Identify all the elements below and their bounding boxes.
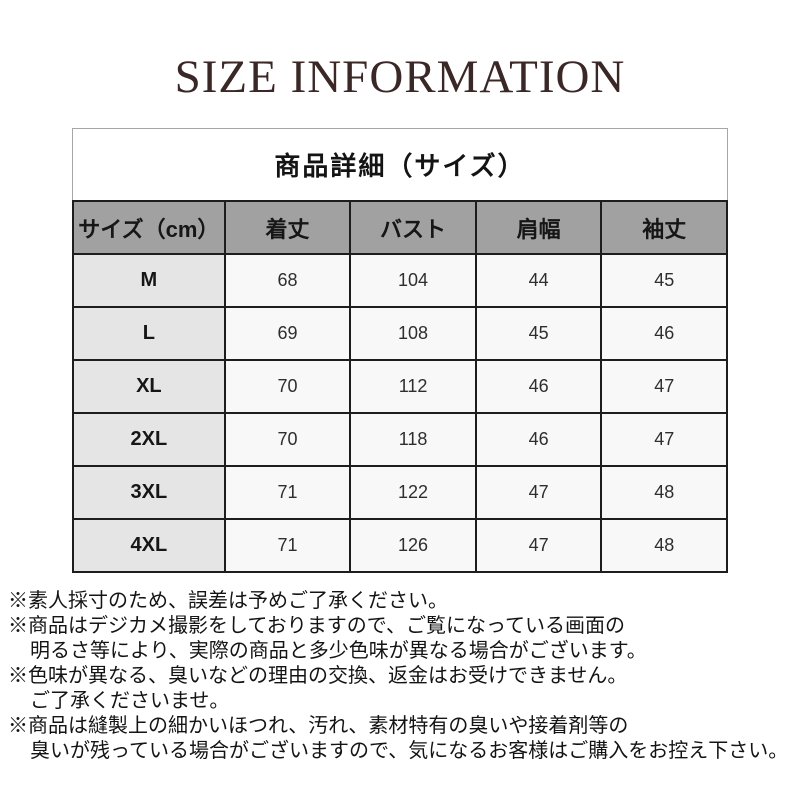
value-cell: 122 <box>349 465 477 521</box>
table-header-row: サイズ（cm） 着丈 バスト 肩幅 袖丈 <box>72 200 728 256</box>
column-header-sleeve: 袖丈 <box>600 200 728 256</box>
table-row: L 69 108 45 46 <box>72 306 728 362</box>
note-line: ※素人採寸のため、誤差は予めご了承ください。 <box>8 590 448 613</box>
size-cell: 4XL <box>72 518 226 574</box>
column-header-shoulder: 肩幅 <box>474 200 603 256</box>
disclaimer-notes: ※素人採寸のため、誤差は予めご了承ください。 ※商品はデジカメ撮影をしております… <box>8 589 796 764</box>
page-title: SIZE INFORMATION <box>174 51 626 103</box>
value-cell: 126 <box>349 518 477 574</box>
size-cell: 3XL <box>72 465 226 521</box>
table-caption: 商品詳細（サイズ） <box>72 128 728 201</box>
value-cell: 68 <box>223 253 352 309</box>
value-cell: 104 <box>349 253 477 309</box>
value-cell: 71 <box>223 465 352 521</box>
size-table-section: 商品詳細（サイズ） サイズ（cm） 着丈 バスト 肩幅 袖丈 M 68 104 … <box>72 128 728 574</box>
value-cell: 69 <box>223 306 352 362</box>
note-line: ※商品は縫製上の細かいほつれ、汚れ、素材特有の臭いや接着剤等の <box>8 715 629 738</box>
value-cell: 47 <box>474 465 603 521</box>
note-line: ご了承くださいませ。 <box>30 690 230 713</box>
note-line: 明るさ等により、実際の商品と多少色味が異なる場合がございます。 <box>30 640 647 663</box>
value-cell: 70 <box>223 412 352 468</box>
value-cell: 46 <box>600 306 728 362</box>
column-header-length: 着丈 <box>223 200 352 256</box>
value-cell: 46 <box>474 412 603 468</box>
column-header-size: サイズ（cm） <box>72 200 226 256</box>
value-cell: 45 <box>600 253 728 309</box>
table-row: M 68 104 44 45 <box>72 253 728 309</box>
table-row: 3XL 71 122 47 48 <box>72 465 728 521</box>
value-cell: 47 <box>600 359 728 415</box>
size-cell: XL <box>72 359 226 415</box>
value-cell: 47 <box>474 518 603 574</box>
value-cell: 71 <box>223 518 352 574</box>
value-cell: 118 <box>349 412 477 468</box>
value-cell: 48 <box>600 518 728 574</box>
value-cell: 48 <box>600 465 728 521</box>
value-cell: 46 <box>474 359 603 415</box>
value-cell: 47 <box>600 412 728 468</box>
value-cell: 70 <box>223 359 352 415</box>
size-table: サイズ（cm） 着丈 バスト 肩幅 袖丈 M 68 104 44 45 L 69… <box>72 200 728 574</box>
size-cell: L <box>72 306 226 362</box>
table-row: XL 70 112 46 47 <box>72 359 728 415</box>
note-line: ※商品はデジカメ撮影をしておりますので、ご覧になっている画面の <box>8 615 625 638</box>
size-cell: M <box>72 253 226 309</box>
value-cell: 108 <box>349 306 477 362</box>
value-cell: 112 <box>349 359 477 415</box>
value-cell: 45 <box>474 306 603 362</box>
table-row: 2XL 70 118 46 47 <box>72 412 728 468</box>
table-row: 4XL 71 126 47 48 <box>72 518 728 574</box>
note-line: 臭いが残っている場合がございますので、気になるお客様はご購入をお控え下さい。 <box>30 740 789 763</box>
column-header-bust: バスト <box>349 200 477 256</box>
value-cell: 44 <box>474 253 603 309</box>
size-cell: 2XL <box>72 412 226 468</box>
note-line: ※色味が異なる、臭いなどの理由の交換、返金はお受けできません。 <box>8 665 628 688</box>
